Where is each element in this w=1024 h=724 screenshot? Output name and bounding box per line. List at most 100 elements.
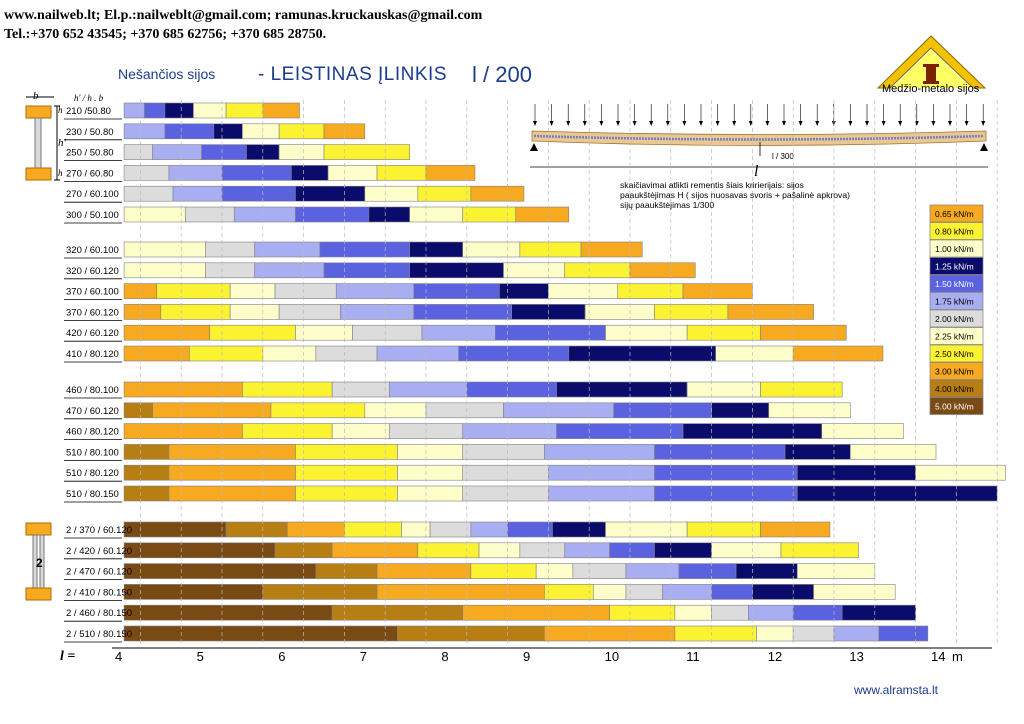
bar-segment	[397, 464, 464, 481]
legend-swatch	[929, 257, 984, 275]
beam-label: 2 / 460 / 80.150	[66, 608, 132, 619]
bar-segment	[152, 144, 202, 160]
legend-swatch	[929, 327, 984, 345]
load-arrowhead	[665, 121, 670, 126]
bar-segment	[123, 345, 190, 362]
bar-segment	[335, 283, 415, 299]
bar-segment	[748, 604, 794, 621]
legend-label: 1.25 kN/m	[935, 262, 974, 272]
bar-segment	[221, 185, 296, 202]
bar-segment	[654, 444, 786, 460]
bar-segment	[760, 381, 843, 398]
bar-segment	[123, 563, 317, 579]
load-arrowhead	[881, 121, 886, 126]
bar-segment	[796, 464, 916, 481]
chart-subtitle: Nešančios sijos	[118, 66, 216, 82]
bar-segment	[756, 625, 794, 642]
bar-segment	[654, 464, 798, 481]
bar-segment	[711, 542, 782, 559]
beam-label: 2 / 410 / 80.150	[66, 587, 132, 598]
beam-web	[533, 134, 985, 141]
bar-segment	[878, 625, 929, 642]
beam-label: 320 / 60.100	[66, 245, 119, 256]
bar-segment	[340, 304, 415, 320]
load-arrowhead	[964, 121, 969, 126]
bar-segment	[295, 444, 398, 460]
bar-segment	[503, 402, 614, 419]
beam-load-diagram: l / 300 l	[530, 104, 988, 180]
beam-label: 2 / 510 / 80.150	[66, 629, 132, 640]
bar-segment	[201, 144, 247, 160]
bar-segment	[291, 165, 329, 181]
bar-segment	[262, 584, 378, 600]
legend-label: 1.50 kN/m	[935, 279, 974, 289]
right-support	[980, 143, 988, 151]
bar-segment	[727, 304, 814, 320]
bar-segment	[792, 625, 835, 642]
bar-segment	[784, 444, 851, 460]
bar-segment	[711, 402, 770, 419]
bar-segment	[605, 521, 688, 538]
double-count-symbol: 2	[36, 556, 43, 570]
bar-segment	[584, 304, 655, 320]
flange-height-symbol-bottom: h	[58, 168, 63, 178]
bar-segment	[915, 464, 1006, 481]
bar-segment	[409, 206, 464, 223]
bar-segment	[229, 304, 280, 320]
bar-segment	[123, 123, 166, 140]
bar-segment	[629, 262, 696, 279]
beam-label: 510 / 80.120	[66, 468, 119, 479]
bar-segment	[678, 563, 737, 579]
criteria-note-line: paaukštėjimas H ( sijos nuosavas svoris …	[620, 190, 850, 200]
bar-segment	[225, 521, 288, 538]
footer-website-link[interactable]: www.alramsta.lt	[854, 683, 939, 697]
legend-label: 1.75 kN/m	[935, 297, 974, 307]
bar-segment	[327, 165, 378, 181]
bar-segment	[123, 381, 243, 398]
bar-segment	[164, 102, 194, 119]
load-arrowhead	[533, 121, 537, 126]
beam-label: 460 / 80.100	[66, 385, 119, 396]
load-arrowhead	[931, 121, 936, 126]
bar-segment	[654, 304, 729, 320]
bar-segment	[515, 206, 570, 223]
deflection-label: l / 300	[772, 152, 794, 161]
bar-segment	[768, 402, 851, 419]
bar-segment	[123, 423, 243, 439]
x-tick-label: 10	[605, 649, 619, 664]
load-arrowhead	[865, 121, 869, 126]
bar-segment	[274, 283, 337, 299]
bar-segment	[580, 241, 643, 258]
bar-segment	[813, 584, 896, 600]
bar-segment	[144, 102, 166, 119]
beam-label: 420 / 60.120	[66, 328, 119, 339]
bar-segment	[295, 324, 353, 341]
legend-swatch	[929, 344, 984, 363]
bar-segment	[519, 241, 582, 258]
beam-label: 370 / 60.120	[66, 307, 119, 318]
span-symbol: l	[754, 163, 759, 180]
bar-segment	[286, 521, 345, 538]
bar-segment	[242, 123, 280, 140]
bar-segment	[364, 402, 427, 419]
legend-label: 0.65 kN/m	[935, 209, 974, 219]
criteria-note: skaičiavimai atlikti rementis šiais krir…	[620, 180, 850, 210]
bar-segment	[156, 283, 231, 299]
bar-segment	[686, 521, 761, 538]
bar-segment	[397, 625, 545, 642]
bar-segment	[625, 584, 663, 600]
bar-segment	[462, 423, 557, 439]
bar-segment	[466, 381, 557, 398]
load-arrowhead	[765, 121, 770, 126]
bar-segment	[421, 324, 496, 341]
beam-label: 2 / 420 / 60.120	[66, 546, 132, 557]
bar-segment	[270, 402, 366, 419]
bar-segment	[331, 542, 419, 559]
bar-segment	[319, 241, 410, 258]
bar-segment	[617, 283, 684, 299]
beam-label: 470 / 60.120	[66, 406, 119, 417]
bar-segment	[592, 584, 627, 600]
load-arrowhead	[566, 121, 571, 126]
bar-segment	[760, 324, 847, 341]
bar-segment	[609, 542, 655, 559]
